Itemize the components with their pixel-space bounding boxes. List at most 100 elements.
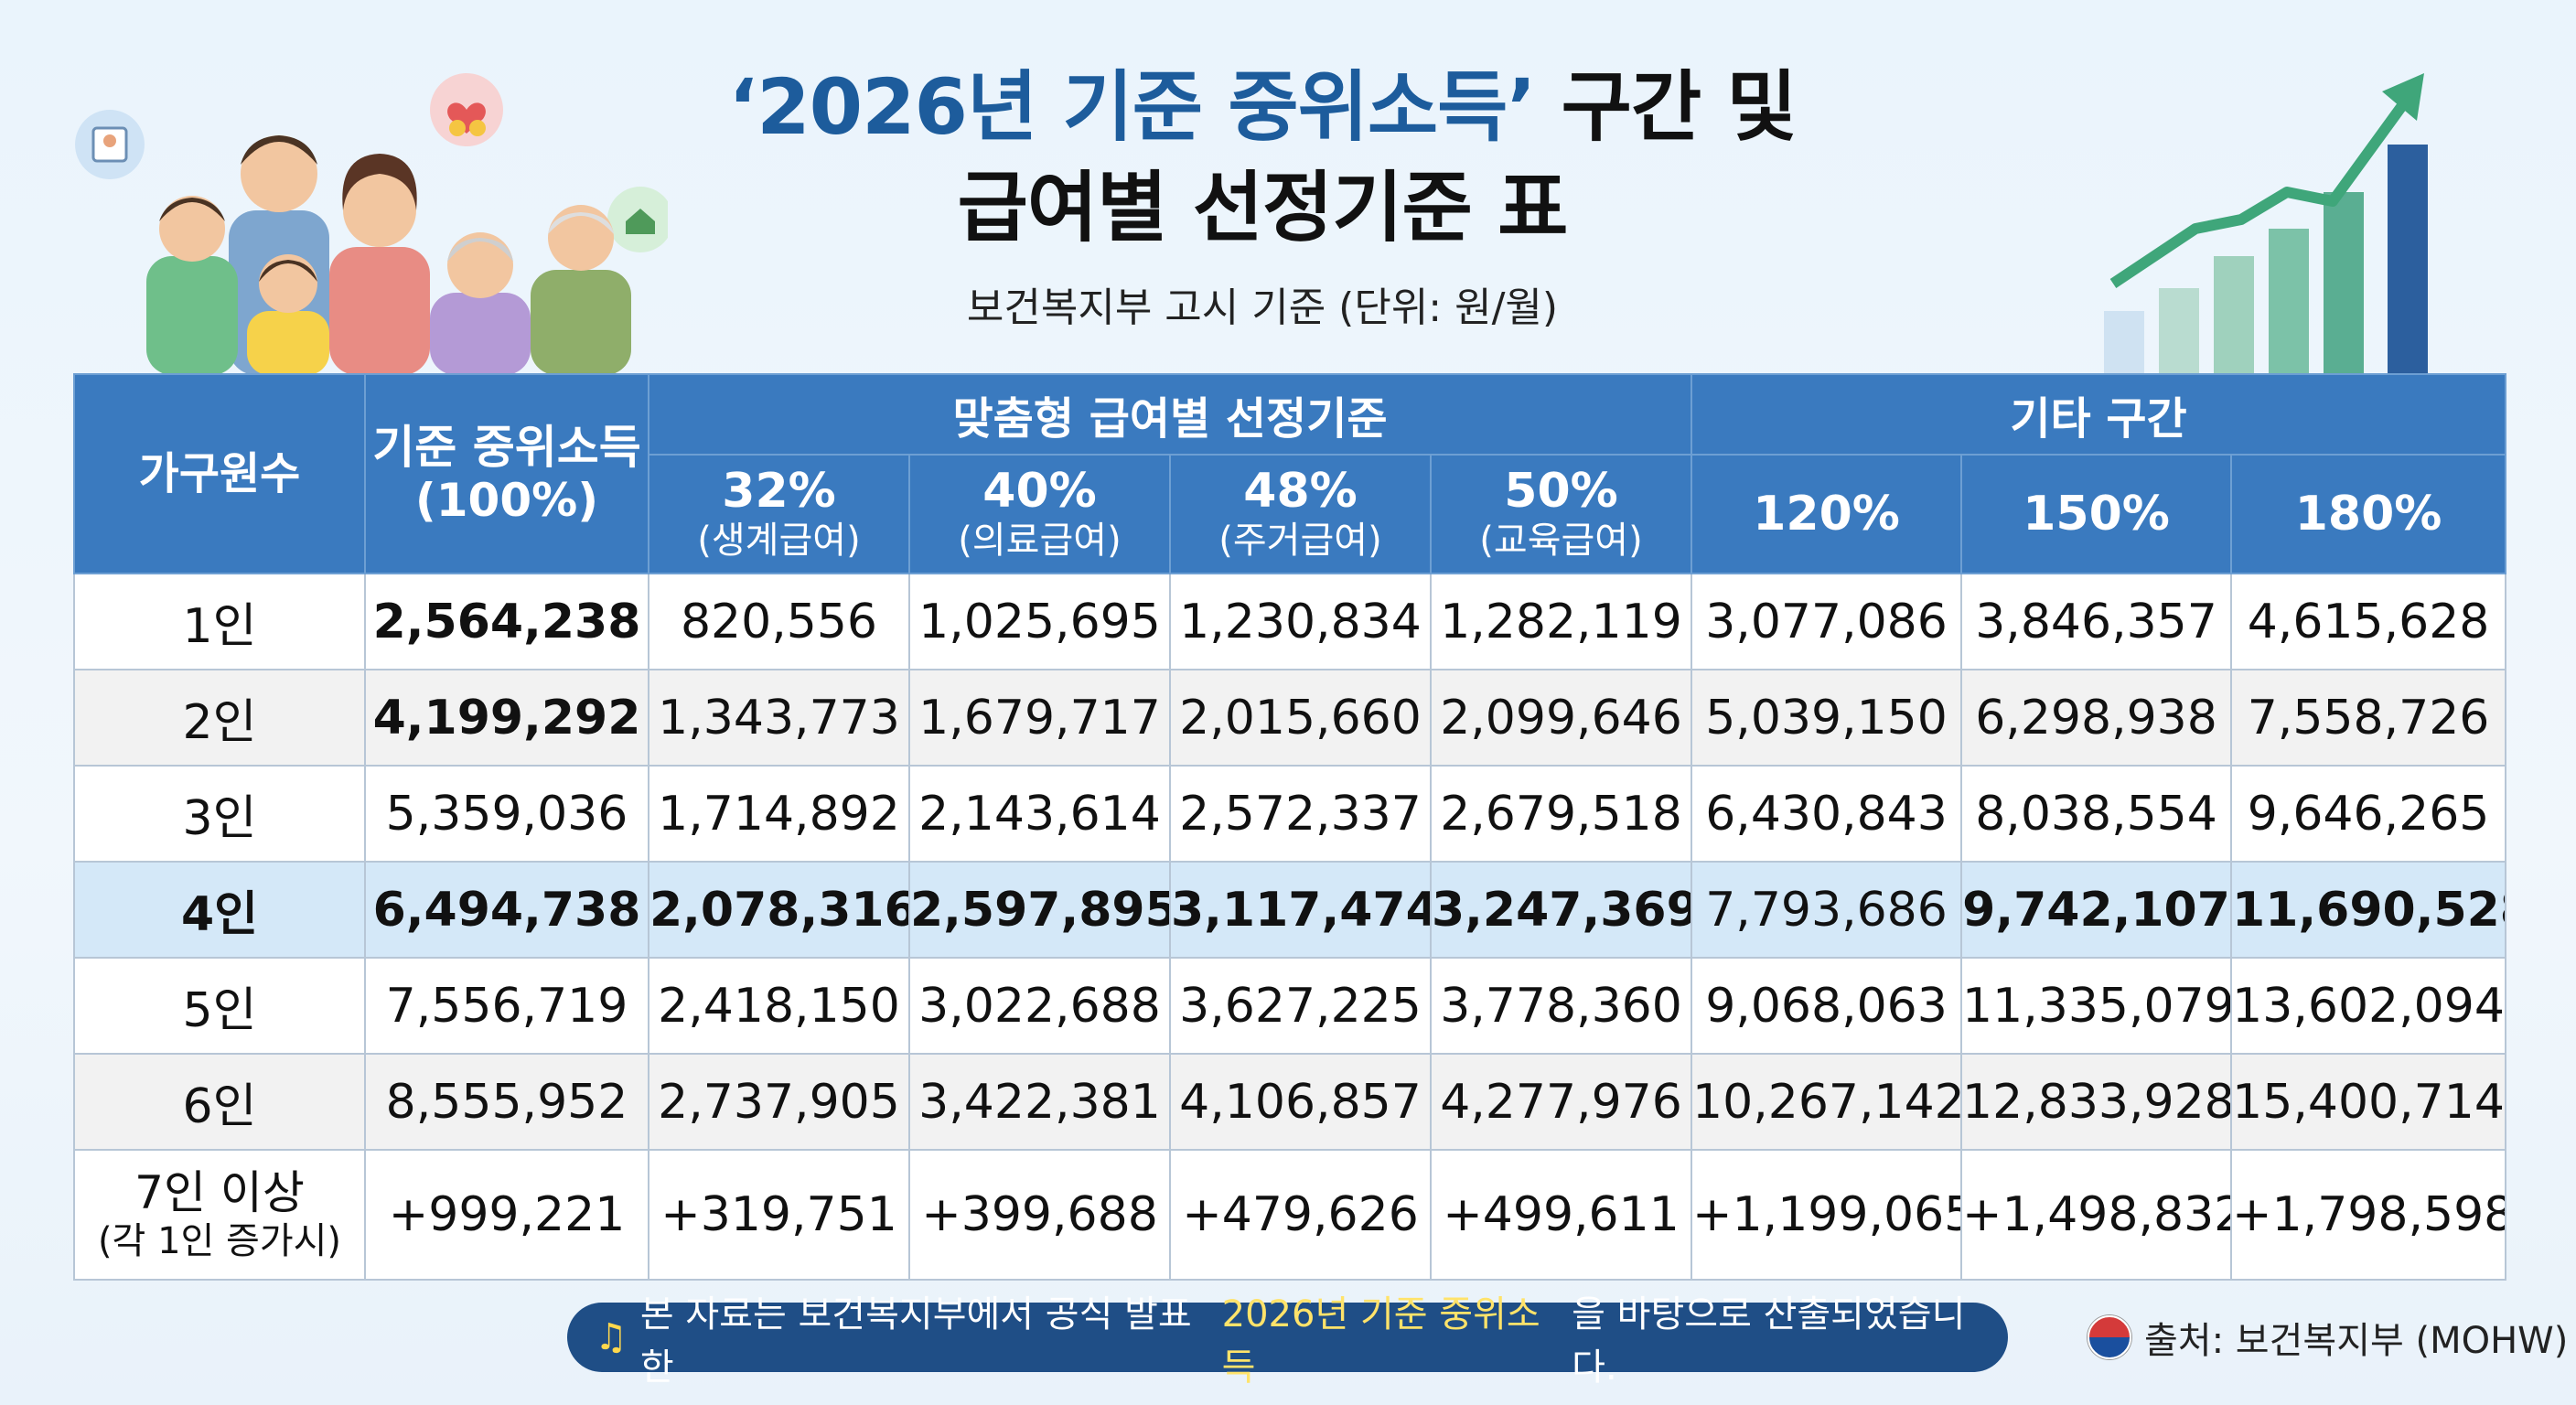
row-label: 2인 (73, 669, 366, 767)
table-cell: 3,077,086 (1690, 573, 1963, 670)
growth-chart-icon (2104, 73, 2428, 375)
title-highlight: ‘2026년 기준 중위소득’ (728, 62, 1536, 152)
header-group-custom: 맞춤형 급여별 선정기준 (647, 373, 1693, 456)
table-row: 7인 이상 (각 1인 증가시) +999,221 +319,751 +399,6… (73, 1149, 2507, 1281)
table-cell: 3,422,381 (908, 1053, 1171, 1151)
table-cell: 1,714,892 (648, 765, 910, 863)
table-row-highlighted: 4인 6,494,738 2,078,316 2,597,895 3,117,4… (73, 861, 2507, 959)
people-group (146, 135, 631, 375)
table-cell: 5,039,150 (1690, 669, 1963, 767)
table-cell: 9,646,265 (2230, 765, 2507, 863)
table-cell: +1,199,065 (1690, 1149, 1963, 1281)
table-cell: 2,143,614 (908, 765, 1171, 863)
header-48: 48% (주거급여) (1169, 454, 1432, 574)
table-cell: 3,247,369 (1429, 861, 1693, 959)
table-cell: 3,846,357 (1960, 573, 2233, 670)
table-cell: 2,418,150 (648, 957, 910, 1055)
table-cell: 4,199,292 (364, 669, 649, 767)
title-line2: 급여별 선정기준 표 (957, 163, 1569, 252)
family-illustration (75, 73, 668, 375)
table-cell: 8,038,554 (1960, 765, 2233, 863)
row-label: 3인 (73, 765, 366, 863)
table-cell: 3,117,474 (1169, 861, 1432, 959)
table-cell: 1,679,717 (908, 669, 1171, 767)
table-row: 2인 4,199,292 1,343,773 1,679,717 2,015,6… (73, 669, 2507, 767)
table-cell: 4,277,976 (1429, 1053, 1693, 1151)
table-cell: 8,555,952 (364, 1053, 649, 1151)
table-cell: 13,602,094 (2230, 957, 2507, 1055)
table-cell: 2,572,337 (1169, 765, 1432, 863)
table-cell: 4,615,628 (2230, 573, 2507, 670)
page-title: ‘2026년 기준 중위소득’ 구간 및 급여별 선정기준 표 (549, 57, 1976, 258)
table-cell: 1,230,834 (1169, 573, 1432, 670)
table-cell: 2,099,646 (1429, 669, 1693, 767)
table-cell: 2,078,316 (648, 861, 910, 959)
header-median: 기준 중위소득 (100%) (364, 373, 649, 574)
table-cell: 10,267,142 (1690, 1053, 1963, 1151)
table-cell: 5,359,036 (364, 765, 649, 863)
header-group-other: 기타 구간 (1690, 373, 2507, 456)
table-cell: 11,690,528 (2230, 861, 2507, 959)
table-cell: +499,611 (1429, 1149, 1693, 1281)
table-cell: 1,282,119 (1429, 573, 1693, 670)
taeguk-icon (2088, 1315, 2131, 1359)
table-cell: 2,564,238 (364, 573, 649, 670)
table-cell: 1,343,773 (648, 669, 910, 767)
header-180: 180% (2230, 454, 2507, 574)
table-cell: 9,068,063 (1690, 957, 1963, 1055)
footer-note: ♫ 본 자료는 보건복지부에서 공식 발표한 2026년 기준 중위소득 을 바탕… (567, 1293, 2008, 1389)
table-cell: 7,793,686 (1690, 861, 1963, 959)
table-cell: 12,833,928 (1960, 1053, 2233, 1151)
bell-icon: ♫ (595, 1316, 628, 1358)
table-row: 6인 8,555,952 2,737,905 3,422,381 4,106,8… (73, 1053, 2507, 1151)
table-cell: +999,221 (364, 1149, 649, 1281)
photo-frame-icon (75, 110, 145, 179)
table-cell: 7,556,719 (364, 957, 649, 1055)
header-120: 120% (1690, 454, 1963, 574)
table-cell: 15,400,714 (2230, 1053, 2507, 1151)
title-line1-rest: 구간 및 (1535, 62, 1798, 152)
yen-bubble-icon (449, 120, 486, 136)
table-cell: 2,597,895 (908, 861, 1171, 959)
table-cell: 6,494,738 (364, 861, 649, 959)
row-label: 7인 이상 (각 1인 증가시) (73, 1149, 366, 1281)
table-cell: 820,556 (648, 573, 910, 670)
source-text: 출처: 보건복지부 (MOHW) (2144, 1320, 2569, 1362)
table-cell: 2,737,905 (648, 1053, 910, 1151)
table-cell: 2,679,518 (1429, 765, 1693, 863)
table-cell: +1,498,832 (1960, 1149, 2233, 1281)
header-150: 150% (1960, 454, 2233, 574)
house-hand-icon (607, 187, 668, 252)
table-cell: 4,106,857 (1169, 1053, 1432, 1151)
row-label: 4인 (73, 861, 366, 959)
source-credit: 출처: 보건복지부 (MOHW) (2088, 1308, 2568, 1367)
note-suffix: 을 바탕으로 산출되었습니다. (1572, 1293, 1966, 1389)
table-cell: 2,015,660 (1169, 669, 1432, 767)
row-label: 5인 (73, 957, 366, 1055)
table-cell: 6,430,843 (1690, 765, 1963, 863)
heart-bubble-icon (430, 73, 503, 146)
note-highlight: 2026년 기준 중위소득 (1221, 1293, 1540, 1389)
table-cell: 3,627,225 (1169, 957, 1432, 1055)
table-cell: 6,298,938 (1960, 669, 2233, 767)
header-household: 가구원수 (73, 373, 366, 574)
header-32: 32% (생계급여) (648, 454, 910, 574)
table-cell: 1,025,695 (908, 573, 1171, 670)
header-50: 50% (교육급여) (1429, 454, 1693, 574)
table-cell: 9,742,107 (1960, 861, 2233, 959)
table-cell: 3,022,688 (908, 957, 1171, 1055)
table-cell: 3,778,360 (1429, 957, 1693, 1055)
row-label: 1인 (73, 573, 366, 670)
table-cell: +1,798,598 (2230, 1149, 2507, 1281)
table-cell: +319,751 (648, 1149, 910, 1281)
header-40: 40% (의료급여) (908, 454, 1171, 574)
page-subtitle: 보건복지부 고시 기준 (단위: 원/월) (966, 284, 1559, 331)
median-income-table: 가구원수 기준 중위소득 (100%) 맞춤형 급여별 선정기준 기타 구간 32… (73, 373, 2507, 1281)
table-cell: 7,558,726 (2230, 669, 2507, 767)
table-cell: +399,688 (908, 1149, 1171, 1281)
table-cell: +479,626 (1169, 1149, 1432, 1281)
table-row: 1인 2,564,238 820,556 1,025,695 1,230,834… (73, 573, 2507, 670)
table-row: 5인 7,556,719 2,418,150 3,022,688 3,627,2… (73, 957, 2507, 1055)
note-prefix: 본 자료는 보건복지부에서 공식 발표한 (639, 1293, 1192, 1389)
row-label: 6인 (73, 1053, 366, 1151)
